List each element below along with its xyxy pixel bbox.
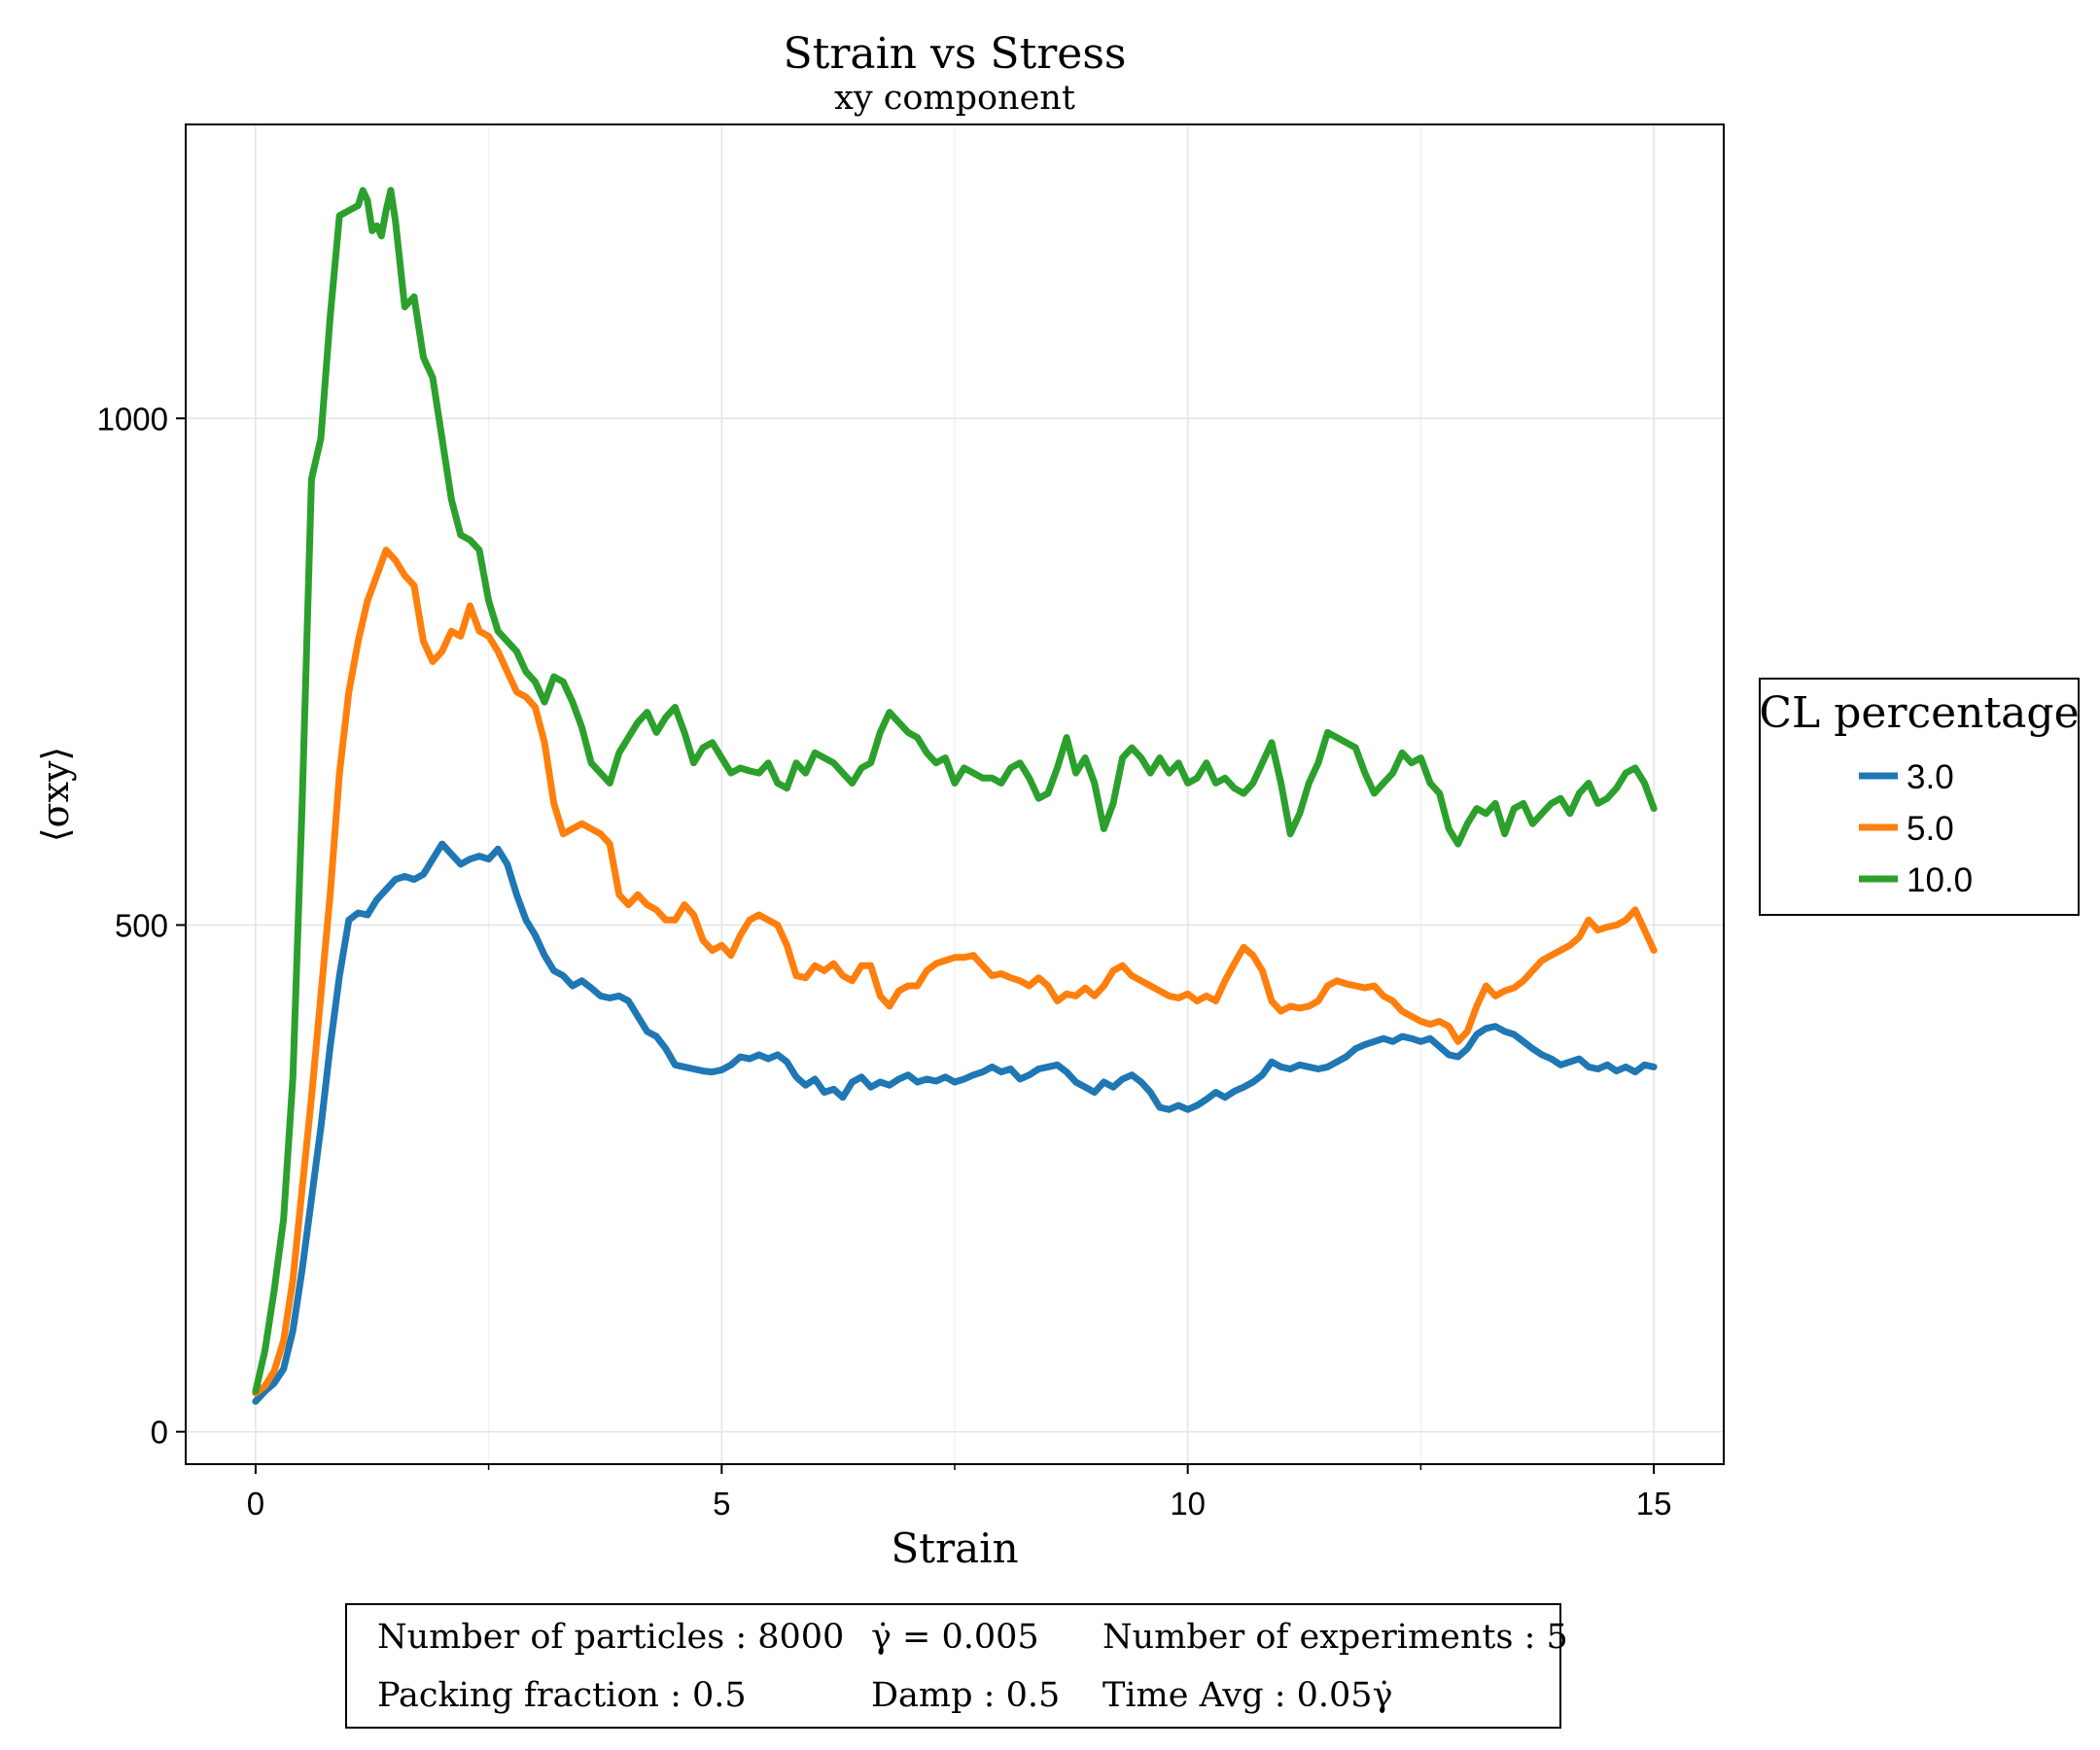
y-tick-label-0: 0: [151, 1415, 168, 1451]
x-tick-label-2: 10: [1170, 1486, 1206, 1522]
legend-entries: 3.0 5.0 10.0: [1859, 758, 1973, 899]
series-line-5.0: [252, 546, 1658, 1397]
series-lines: [252, 187, 1658, 1405]
legend-label-10.0: 10.0: [1907, 861, 1973, 899]
info-particles: Number of particles : 8000: [377, 1618, 844, 1657]
info-shear-rate: γ̇ = 0.005: [871, 1618, 1039, 1657]
y-tick-label-2: 1000: [97, 401, 168, 437]
x-axis-label: Strain: [891, 1524, 1018, 1572]
series-line-3.0: [252, 840, 1658, 1405]
grid: [186, 124, 1724, 1464]
legend: CL percentage 3.0 5.0 10.0: [1759, 678, 2080, 916]
info-damp: Damp : 0.5: [871, 1676, 1060, 1715]
legend-label-3.0: 3.0: [1907, 758, 1954, 796]
y-axis-label: ⟨σxy⟩: [34, 747, 77, 843]
info-experiments: Number of experiments : 5: [1102, 1618, 1568, 1657]
series-line-10.0: [252, 187, 1658, 1395]
legend-box: [1759, 678, 2080, 916]
x-tick-label-3: 15: [1636, 1486, 1672, 1522]
chart-title: Strain vs Stress: [784, 29, 1127, 79]
info-packing-fraction: Packing fraction : 0.5: [377, 1676, 747, 1715]
y-tick-label-1: 500: [115, 907, 168, 943]
legend-label-5.0: 5.0: [1907, 810, 1954, 848]
x-tick-label-1: 5: [713, 1486, 730, 1522]
info-box-frame: [345, 1603, 1561, 1729]
axis-ticks: 0 5 10 15 0 500 1000: [97, 401, 1672, 1522]
info-time-avg: Time Avg : 0.05γ̇: [1102, 1676, 1393, 1715]
info-box: Number of particles : 8000 γ̇ = 0.005 Nu…: [345, 1603, 1568, 1729]
chart-subtitle: xy component: [834, 79, 1075, 118]
legend-title: CL percentage: [1759, 688, 2079, 738]
x-tick-label-0: 0: [247, 1486, 264, 1522]
